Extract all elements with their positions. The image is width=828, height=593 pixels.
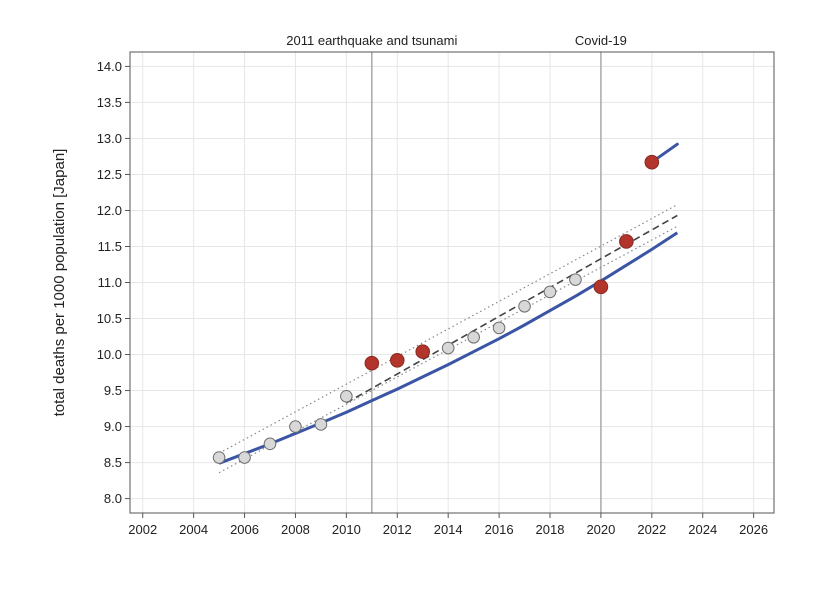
data-point bbox=[518, 299, 531, 313]
data-point bbox=[441, 341, 455, 355]
data-point bbox=[314, 418, 328, 431]
x-tick-label: 2020 bbox=[586, 522, 615, 537]
data-point bbox=[263, 437, 277, 451]
fit-line bbox=[218, 231, 679, 465]
data-point-highlighted bbox=[415, 344, 431, 359]
event-label: Covid-19 bbox=[575, 33, 627, 48]
x-axis: 2002 2004 2006 2008 2010 2012 2014 2016 2018 2020… bbox=[128, 513, 768, 537]
y-tick-label: 13.5 bbox=[97, 95, 122, 110]
data-point bbox=[467, 330, 480, 344]
x-tick-label: 2024 bbox=[688, 522, 717, 537]
event-lines: 2011 earthquake and tsunami Covid-19 bbox=[286, 33, 627, 513]
y-tick-label: 12.5 bbox=[97, 167, 122, 182]
markers bbox=[212, 154, 660, 464]
data-point bbox=[543, 285, 557, 299]
trend-upper-line bbox=[218, 204, 678, 454]
x-tick-label: 2010 bbox=[332, 522, 361, 537]
data-point-highlighted bbox=[619, 234, 634, 249]
trend-line bbox=[346, 214, 678, 404]
y-tick-label: 14.0 bbox=[97, 59, 122, 74]
data-point-highlighted bbox=[364, 355, 380, 371]
data-point bbox=[492, 321, 506, 335]
x-tick-label: 2016 bbox=[485, 522, 514, 537]
data-point bbox=[212, 451, 226, 464]
data-point-highlighted bbox=[593, 279, 609, 295]
data-point bbox=[340, 390, 353, 403]
data-point bbox=[238, 451, 251, 464]
data-point bbox=[289, 420, 302, 433]
x-tick-label: 2002 bbox=[128, 522, 157, 537]
x-tick-label: 2004 bbox=[179, 522, 208, 537]
y-tick-label: 9.5 bbox=[104, 383, 122, 398]
x-tick-label: 2012 bbox=[383, 522, 412, 537]
x-tick-label: 2026 bbox=[739, 522, 768, 537]
y-axis: 8.0 8.5 9.0 9.5 10.0 10.5 11.0 11.5 12.0 12.5 13.0… bbox=[97, 59, 130, 506]
x-tick-label: 2006 bbox=[230, 522, 259, 537]
y-tick-label: 12.0 bbox=[97, 203, 122, 218]
y-tick-label: 10.5 bbox=[97, 311, 122, 326]
y-tick-label: 11.0 bbox=[98, 275, 122, 290]
y-tick-label: 8.5 bbox=[104, 455, 122, 470]
y-tick-label: 13.0 bbox=[97, 131, 122, 146]
data-point-highlighted bbox=[389, 352, 405, 368]
grid bbox=[130, 52, 774, 513]
y-tick-label: 11.5 bbox=[98, 239, 122, 254]
x-tick-label: 2014 bbox=[434, 522, 463, 537]
x-tick-label: 2022 bbox=[637, 522, 666, 537]
y-tick-label: 10.0 bbox=[97, 347, 122, 362]
event-label: 2011 earthquake and tsunami bbox=[286, 33, 457, 48]
y-axis-title: total deaths per 1000 population [Japan] bbox=[51, 149, 68, 417]
y-tick-label: 8.0 bbox=[104, 491, 122, 506]
x-tick-label: 2008 bbox=[281, 522, 310, 537]
data-point bbox=[569, 273, 582, 286]
y-tick-label: 9.0 bbox=[104, 419, 122, 434]
data-point-highlighted bbox=[644, 154, 660, 170]
x-tick-label: 2018 bbox=[536, 522, 565, 537]
